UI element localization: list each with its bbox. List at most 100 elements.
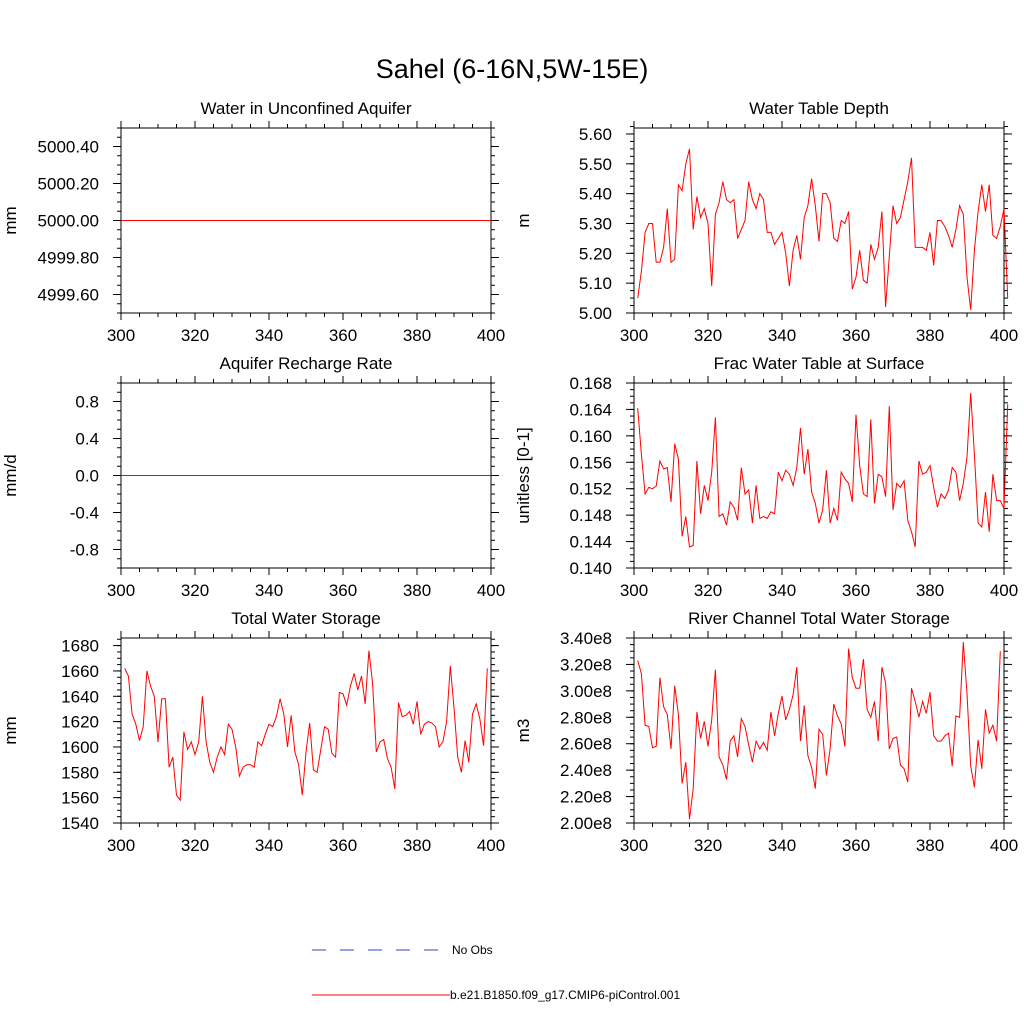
x-tick-label: 400 xyxy=(477,326,505,345)
x-tick-label: 400 xyxy=(990,581,1018,600)
figure-title: Sahel (6-16N,5W-15E) xyxy=(376,54,649,84)
y-tick-label: 5000.20 xyxy=(38,175,99,194)
y-tick-label: 0.156 xyxy=(569,453,612,472)
panel-6: River Channel Total Water Storage m3 300 32… xyxy=(514,609,1018,855)
y-tick-label: 0.8 xyxy=(75,393,99,412)
y-tick-label: 0.0 xyxy=(75,467,99,486)
y-tick-label: 4999.80 xyxy=(38,249,99,268)
y-tick-label: 5000.00 xyxy=(38,212,99,231)
x-tick-label: 360 xyxy=(842,326,870,345)
panel-title: Total Water Storage xyxy=(231,609,381,628)
y-tick-label: 1620 xyxy=(61,713,99,732)
y-tick-label: 3.40e8 xyxy=(560,629,612,648)
y-tick-label: 5000.40 xyxy=(38,138,99,157)
x-tick-label: 360 xyxy=(329,326,357,345)
y-tick-label: 0.152 xyxy=(569,480,612,499)
panel-title: Water in Unconfined Aquifer xyxy=(200,99,411,118)
x-tick-label: 380 xyxy=(916,326,944,345)
y-tick-label: -0.8 xyxy=(70,541,99,560)
x-tick-label: 360 xyxy=(842,836,870,855)
y-axis-label: m xyxy=(514,213,533,227)
y-tick-label: 1580 xyxy=(61,763,99,782)
x-tick-label: 320 xyxy=(694,836,722,855)
y-axis-label: mm xyxy=(1,716,20,744)
x-tick-label: 320 xyxy=(181,581,209,600)
plot-frame xyxy=(633,382,1005,569)
y-tick-label: 2.20e8 xyxy=(560,788,612,807)
series-line xyxy=(637,392,1009,548)
x-tick-label: 380 xyxy=(403,326,431,345)
x-tick-label: 300 xyxy=(620,326,648,345)
y-tick-label: 1600 xyxy=(61,738,99,757)
x-tick-label: 380 xyxy=(916,581,944,600)
panels: Water in Unconfined Aquifer mm 300 320 340 36… xyxy=(1,99,1018,855)
x-tick-label: 360 xyxy=(329,836,357,855)
series-line xyxy=(637,641,1001,820)
panel-title: Frac Water Table at Surface xyxy=(714,354,925,373)
x-tick-label: 320 xyxy=(181,326,209,345)
y-tick-label: 5.30 xyxy=(579,214,612,233)
x-tick-label: 380 xyxy=(403,836,431,855)
y-tick-label: 0.144 xyxy=(569,533,612,552)
x-tick-label: 300 xyxy=(107,326,135,345)
legend-no-obs-label: No Obs xyxy=(452,943,493,957)
panel-3: Aquifer Recharge Rate mm/d 300 320 340 360 380… xyxy=(1,354,505,600)
x-tick-label: 360 xyxy=(329,581,357,600)
y-tick-label: 0.168 xyxy=(569,374,612,393)
y-tick-label: 5.60 xyxy=(579,125,612,144)
y-tick-label: 5.20 xyxy=(579,244,612,263)
y-tick-label: 0.4 xyxy=(75,430,99,449)
x-tick-label: 300 xyxy=(107,836,135,855)
series-line xyxy=(637,148,1009,311)
x-tick-label: 400 xyxy=(477,581,505,600)
legend-model-label: b.e21.B1850.f09_g17.CMIP6-piControl.001 xyxy=(450,988,680,1002)
x-tick-label: 360 xyxy=(842,581,870,600)
y-tick-label: 0.140 xyxy=(569,559,612,578)
y-tick-label: 1680 xyxy=(61,637,99,656)
x-tick-label: 300 xyxy=(107,581,135,600)
x-tick-label: 340 xyxy=(768,836,796,855)
x-tick-label: 340 xyxy=(768,581,796,600)
x-tick-label: 300 xyxy=(620,581,648,600)
y-tick-label: 5.10 xyxy=(579,274,612,293)
y-tick-label: 4999.60 xyxy=(38,286,99,305)
y-tick-label: 2.00e8 xyxy=(560,814,612,833)
y-axis-label: mm xyxy=(1,206,20,234)
series-line xyxy=(124,650,488,802)
y-tick-label: 1640 xyxy=(61,687,99,706)
y-axis-label: m3 xyxy=(514,719,533,743)
y-tick-label: 5.40 xyxy=(579,185,612,204)
panel-title: Water Table Depth xyxy=(749,99,889,118)
x-tick-label: 400 xyxy=(990,326,1018,345)
y-tick-label: 5.50 xyxy=(579,155,612,174)
y-tick-label: 5.00 xyxy=(579,304,612,323)
panel-title: Aquifer Recharge Rate xyxy=(220,354,393,373)
x-tick-label: 300 xyxy=(620,836,648,855)
x-tick-label: 320 xyxy=(694,581,722,600)
y-tick-label: 2.80e8 xyxy=(560,708,612,727)
y-tick-label: 1540 xyxy=(61,814,99,833)
panel-1: Water in Unconfined Aquifer mm 300 320 340 36… xyxy=(1,99,505,345)
x-tick-label: 380 xyxy=(403,581,431,600)
y-axis-label: mm/d xyxy=(1,454,20,497)
y-tick-label: 0.164 xyxy=(569,400,612,419)
x-tick-label: 340 xyxy=(768,326,796,345)
y-tick-label: 3.20e8 xyxy=(560,655,612,674)
panel-title: River Channel Total Water Storage xyxy=(688,609,950,628)
x-tick-label: 320 xyxy=(181,836,209,855)
y-tick-label: 0.160 xyxy=(569,427,612,446)
y-axis-label: unitless [0-1] xyxy=(514,427,533,523)
y-tick-label: 1660 xyxy=(61,662,99,681)
x-tick-label: 400 xyxy=(477,836,505,855)
y-tick-label: 0.148 xyxy=(569,506,612,525)
panel-4: Frac Water Table at Surface unitless [0-1… xyxy=(514,354,1018,600)
x-tick-label: 400 xyxy=(990,836,1018,855)
y-tick-label: 3.00e8 xyxy=(560,682,612,701)
y-tick-label: -0.4 xyxy=(70,504,99,523)
x-tick-label: 340 xyxy=(255,836,283,855)
y-tick-label: 2.40e8 xyxy=(560,761,612,780)
panel-5: Total Water Storage mm 300 320 340 360 380 400 1… xyxy=(1,609,505,855)
x-tick-label: 340 xyxy=(255,326,283,345)
panel-2: Water Table Depth m 300 320 340 360 380 400 5.00… xyxy=(514,99,1018,345)
